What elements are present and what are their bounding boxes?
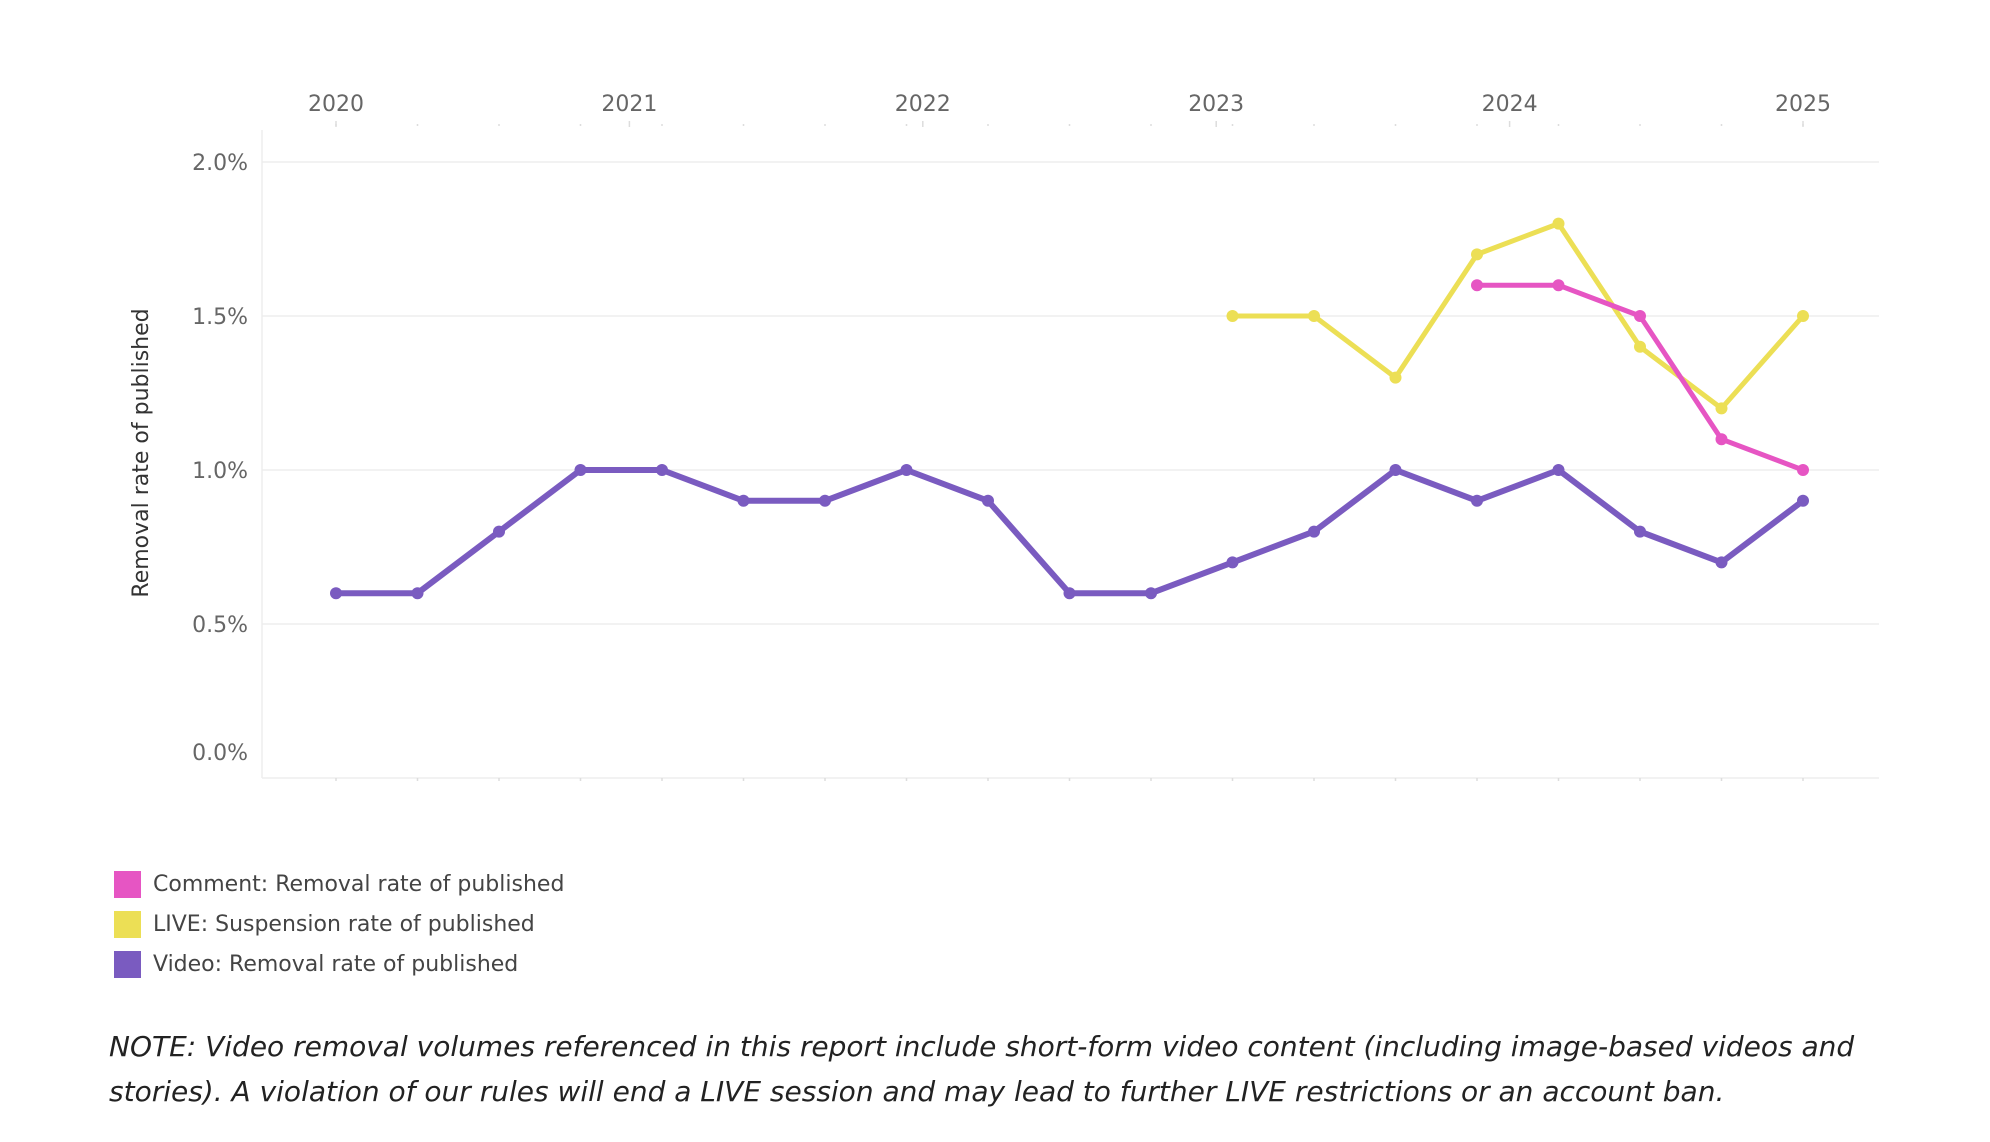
data-point bbox=[574, 464, 587, 476]
legend: Comment: Removal rate of published LIVE:… bbox=[114, 864, 564, 984]
legend-swatch bbox=[114, 950, 141, 978]
data-point bbox=[737, 494, 750, 507]
y-tick-label: 1.5% bbox=[192, 305, 248, 330]
data-point bbox=[1389, 464, 1402, 476]
x-tick-label: 2023 bbox=[1188, 92, 1244, 117]
data-point bbox=[1471, 494, 1483, 507]
data-point bbox=[1389, 371, 1402, 384]
data-point bbox=[1471, 248, 1483, 261]
legend-item-live[interactable]: LIVE: Suspension rate of published bbox=[114, 904, 564, 944]
footnote: NOTE: Video removal volumes referenced i… bbox=[109, 1030, 1855, 1108]
data-point bbox=[411, 587, 424, 600]
gridlines bbox=[261, 130, 1879, 779]
data-point bbox=[1634, 525, 1646, 538]
y-axis-title: Removal rate of published bbox=[129, 308, 154, 597]
x-tick-label: 2024 bbox=[1482, 92, 1538, 117]
data-point bbox=[1226, 310, 1239, 322]
data-point bbox=[1715, 556, 1728, 569]
legend-label: LIVE: Suspension rate of published bbox=[153, 911, 535, 937]
legend-swatch bbox=[114, 870, 141, 898]
x-tick-label: 2025 bbox=[1775, 92, 1831, 117]
data-point bbox=[1552, 217, 1565, 230]
data-point bbox=[1308, 310, 1320, 322]
series-line bbox=[1232, 221, 1805, 411]
data-point bbox=[900, 464, 913, 476]
data-point bbox=[1552, 279, 1565, 292]
data-point bbox=[982, 494, 994, 507]
x-axis: 2020 2021 2022 2023 2024 2025 bbox=[308, 92, 1831, 781]
data-point bbox=[1797, 494, 1809, 507]
legend-item-video[interactable]: Video: Removal rate of published bbox=[114, 944, 564, 984]
data-point bbox=[1552, 464, 1565, 476]
y-tick-label: 1.0% bbox=[192, 459, 248, 484]
data-point bbox=[1226, 556, 1239, 569]
x-tick-label: 2022 bbox=[895, 92, 951, 117]
data-point bbox=[493, 525, 505, 538]
y-tick-label: 0.5% bbox=[192, 613, 248, 638]
line-chart: 2020 2021 2022 2023 2024 2025 0.0% 0.5% 1.0% 1.5… bbox=[129, 92, 1879, 781]
data-point bbox=[656, 464, 668, 476]
y-axis: 0.0% 0.5% 1.0% 1.5% 2.0% bbox=[192, 151, 248, 766]
y-tick-label: 2.0% bbox=[192, 151, 248, 176]
data-point bbox=[1797, 310, 1809, 322]
y-tick-label: 0.0% bbox=[192, 741, 248, 766]
data-point bbox=[819, 494, 831, 507]
data-point bbox=[1797, 464, 1809, 476]
legend-label: Video: Removal rate of published bbox=[153, 951, 519, 977]
legend-label: Comment: Removal rate of published bbox=[153, 871, 565, 897]
data-point bbox=[1715, 433, 1728, 446]
data-point bbox=[1308, 525, 1320, 538]
data-point bbox=[1471, 279, 1483, 292]
x-tick-label: 2021 bbox=[601, 92, 657, 117]
series-lines bbox=[330, 217, 1809, 600]
legend-swatch bbox=[114, 910, 141, 938]
x-tick-label: 2020 bbox=[308, 92, 364, 117]
data-point bbox=[330, 587, 342, 600]
data-point bbox=[1063, 587, 1076, 600]
data-point bbox=[1715, 402, 1728, 415]
series-line bbox=[336, 467, 1805, 597]
data-point bbox=[1634, 340, 1646, 353]
data-point bbox=[1634, 310, 1646, 322]
legend-item-comment[interactable]: Comment: Removal rate of published bbox=[114, 864, 564, 904]
data-point bbox=[1145, 587, 1157, 600]
